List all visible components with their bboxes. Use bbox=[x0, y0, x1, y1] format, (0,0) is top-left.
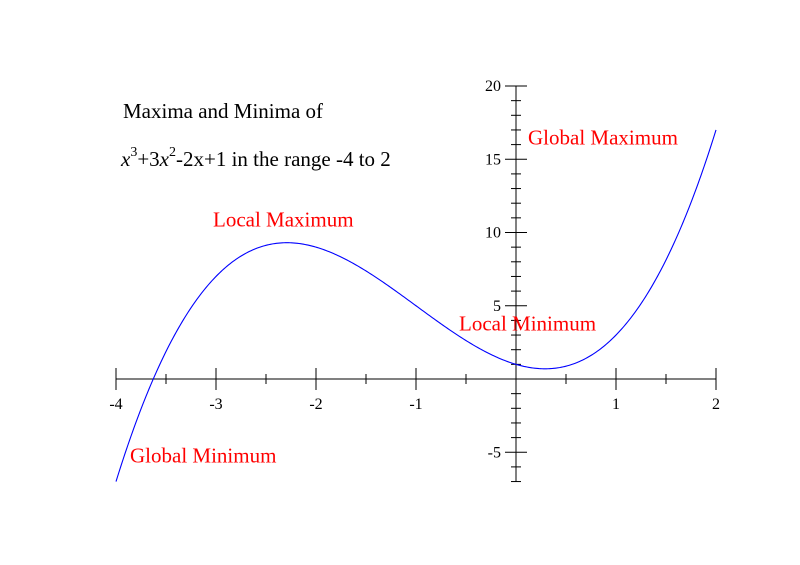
title-x-squared: x bbox=[159, 147, 170, 171]
y-tick-label: 10 bbox=[485, 225, 501, 242]
annotation-global-minimum: Global Minimum bbox=[130, 444, 276, 468]
chart-title-line-2: x3+3x2-2x+1 in the range -4 to 2 bbox=[120, 145, 391, 171]
title-x: x bbox=[120, 147, 131, 171]
title-plus-3: +3 bbox=[137, 147, 159, 171]
annotation-local-maximum: Local Maximum bbox=[213, 208, 354, 232]
title-rest: -2x+1 in the range -4 to 2 bbox=[176, 147, 391, 171]
annotations: Global Maximum Local Maximum Local Minimum… bbox=[130, 126, 678, 468]
title-exponent-3: 3 bbox=[130, 145, 137, 160]
x-tick-label: -2 bbox=[309, 396, 322, 413]
axes: -4 -3 -2 -1 1 2 -5 5 10 15 20 bbox=[109, 78, 720, 483]
annotation-global-maximum: Global Maximum bbox=[528, 126, 678, 150]
y-tick-label: 15 bbox=[485, 151, 501, 168]
x-tick-label: -3 bbox=[209, 396, 222, 413]
y-tick-label: 20 bbox=[485, 78, 501, 95]
title-exponent-2: 2 bbox=[169, 145, 176, 160]
y-tick-label: 5 bbox=[493, 298, 501, 315]
y-tick-label: -5 bbox=[488, 444, 501, 461]
function-curve bbox=[115, 129, 717, 482]
chart-title-line-1: Maxima and Minima of bbox=[123, 99, 323, 123]
x-tick-label: 2 bbox=[712, 396, 720, 413]
x-tick-label: -4 bbox=[109, 396, 122, 413]
x-tick-label: 1 bbox=[612, 396, 620, 413]
annotation-local-minimum: Local Minimum bbox=[459, 312, 596, 336]
x-tick-label: -1 bbox=[409, 396, 422, 413]
